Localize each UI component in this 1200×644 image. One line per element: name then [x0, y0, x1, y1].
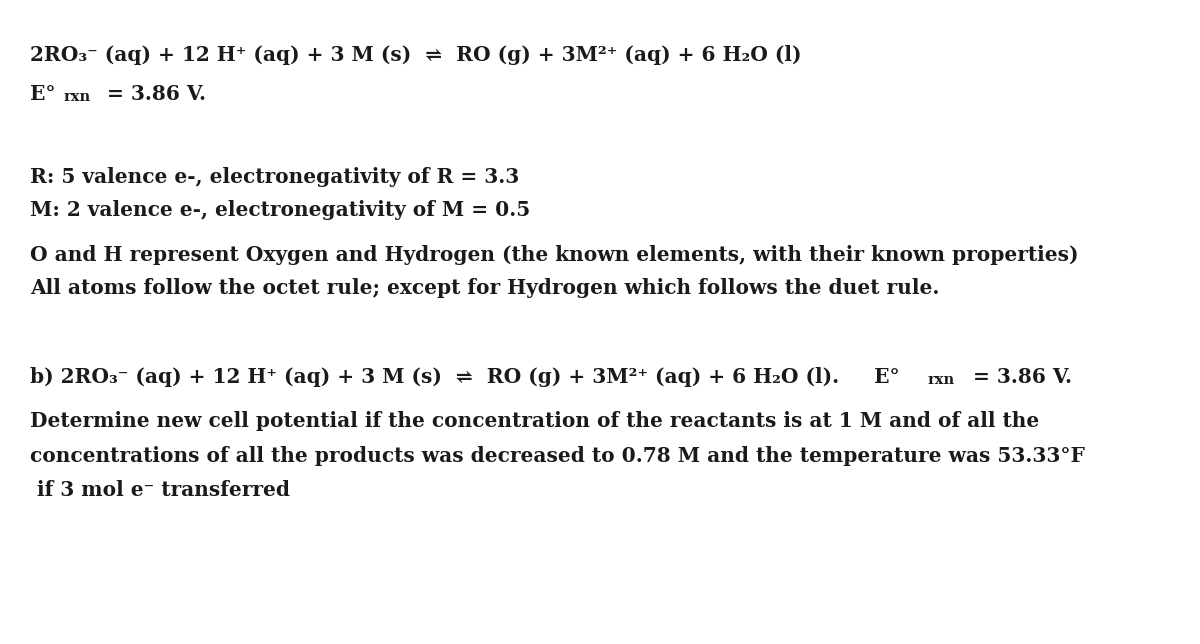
Text: rxn: rxn [64, 90, 91, 104]
Text: M: 2 valence e-, electronegativity of M = 0.5: M: 2 valence e-, electronegativity of M … [30, 200, 530, 220]
Text: if 3 mol e⁻ transferred: if 3 mol e⁻ transferred [30, 480, 290, 500]
Text: O and H represent Oxygen and Hydrogen (the known elements, with their known prop: O and H represent Oxygen and Hydrogen (t… [30, 245, 1079, 265]
Text: All atoms follow the octet rule; except for Hydrogen which follows the duet rule: All atoms follow the octet rule; except … [30, 278, 940, 298]
Text: = 3.86 V.: = 3.86 V. [100, 84, 205, 104]
Text: concentrations of all the products was decreased to 0.78 M and the temperature w: concentrations of all the products was d… [30, 446, 1085, 466]
Text: E°: E° [30, 84, 55, 104]
Text: = 3.86 V.: = 3.86 V. [966, 367, 1072, 387]
Text: R: 5 valence e-, electronegativity of R = 3.3: R: 5 valence e-, electronegativity of R … [30, 167, 520, 187]
Text: Determine new cell potential if the concentration of the reactants is at 1 M and: Determine new cell potential if the conc… [30, 411, 1039, 431]
Text: rxn: rxn [928, 373, 955, 387]
Text: b) 2RO₃⁻ (aq) + 12 H⁺ (aq) + 3 M (s)  ⇌  RO (g) + 3M²⁺ (aq) + 6 H₂O (l).     E°: b) 2RO₃⁻ (aq) + 12 H⁺ (aq) + 3 M (s) ⇌ R… [30, 367, 900, 387]
Text: 2RO₃⁻ (aq) + 12 H⁺ (aq) + 3 M (s)  ⇌  RO (g) + 3M²⁺ (aq) + 6 H₂O (l): 2RO₃⁻ (aq) + 12 H⁺ (aq) + 3 M (s) ⇌ RO (… [30, 45, 802, 65]
